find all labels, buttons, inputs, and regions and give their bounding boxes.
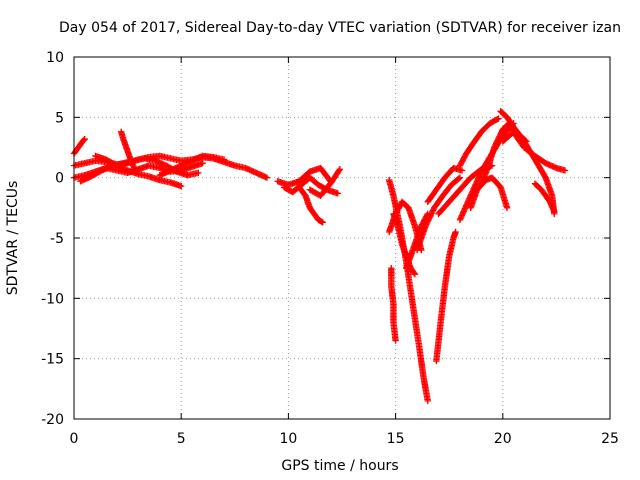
plot-frame [73, 56, 611, 420]
data-point [494, 116, 501, 123]
data-point [263, 174, 271, 181]
data-point [551, 208, 558, 215]
data-point [81, 135, 88, 143]
series-arc10 [295, 184, 326, 226]
series-arc11 [306, 166, 344, 199]
chart-title: Day 054 of 2017, Sidereal Day-to-day VTE… [59, 20, 621, 36]
data-point [491, 142, 499, 150]
data-point [130, 164, 138, 171]
data-point [425, 217, 432, 224]
x-tick-label: 5 [177, 431, 186, 447]
data-point [425, 215, 433, 223]
data-points [70, 108, 569, 405]
data-point [427, 212, 434, 220]
x-tick-label: 10 [279, 431, 297, 447]
data-point [498, 128, 505, 136]
data-point [452, 228, 459, 236]
y-tick-label: -20 [41, 412, 64, 428]
series-arc1 [70, 135, 88, 157]
data-point [132, 168, 140, 175]
series-arc18 [424, 164, 466, 205]
data-point [423, 219, 431, 227]
data-point [493, 140, 500, 147]
data-point [132, 167, 139, 174]
data-point [424, 397, 431, 405]
data-point [495, 115, 502, 122]
data-point [456, 174, 464, 181]
data-point [427, 211, 435, 218]
data-point [424, 218, 431, 225]
series-arc27 [514, 132, 569, 174]
data-point [561, 167, 569, 174]
data-point [429, 207, 437, 214]
data-point [426, 214, 433, 221]
data-point [492, 141, 499, 148]
y-tick-label: 5 [55, 110, 64, 126]
data-point [319, 219, 326, 226]
data-point [80, 136, 88, 144]
data-point [455, 175, 463, 182]
data-point [392, 337, 399, 344]
data-point [458, 167, 466, 174]
y-tick-label: 0 [55, 171, 64, 187]
y-tick-label: 10 [46, 50, 64, 66]
x-tick-label: 25 [601, 431, 619, 447]
series-arc6 [117, 128, 140, 175]
y-axis-label: SDTVAR / TECUs [5, 181, 21, 296]
series-arc23 [467, 174, 511, 212]
data-point [220, 156, 228, 163]
data-point [195, 169, 202, 177]
data-point [423, 221, 430, 228]
series-arc5 [92, 152, 185, 190]
data-point [178, 182, 185, 190]
data-point [497, 130, 505, 137]
series-arc28 [531, 180, 558, 215]
x-axis-label: GPS time / hours [281, 458, 398, 474]
data-point [128, 159, 136, 167]
data-point [334, 190, 341, 197]
x-tick-label: 0 [70, 431, 79, 447]
series-arc22 [456, 115, 502, 169]
x-tick-label: 20 [494, 431, 512, 447]
data-point [496, 133, 503, 140]
series-arc7 [156, 152, 228, 179]
data-point [503, 204, 511, 212]
series-arc17 [413, 174, 464, 254]
data-point [493, 138, 501, 146]
data-point [429, 208, 436, 216]
data-point [422, 222, 429, 230]
axis-ticks: 0 5 10 15 20 25 10 5 0 -5 -10 -15 -20 [41, 50, 619, 447]
data-point [494, 137, 501, 144]
y-tick-label: -10 [41, 291, 64, 307]
data-point [199, 159, 206, 167]
data-point [496, 131, 504, 139]
data-point [411, 271, 419, 278]
data-point [491, 144, 498, 151]
grid [74, 57, 610, 419]
data-point [495, 134, 503, 141]
data-point [129, 161, 136, 168]
data-point [494, 135, 502, 143]
series-arc20 [433, 228, 459, 365]
x-tick-label: 15 [387, 431, 405, 447]
data-point [428, 210, 435, 217]
y-tick-label: -5 [50, 231, 64, 247]
data-point [130, 162, 137, 170]
data-point [131, 165, 138, 173]
data-point [335, 167, 343, 174]
data-point [410, 269, 418, 277]
series-arc4 [77, 155, 202, 185]
series-arc15 [388, 264, 399, 344]
data-point [336, 166, 344, 173]
y-tick-label: -15 [41, 352, 64, 368]
